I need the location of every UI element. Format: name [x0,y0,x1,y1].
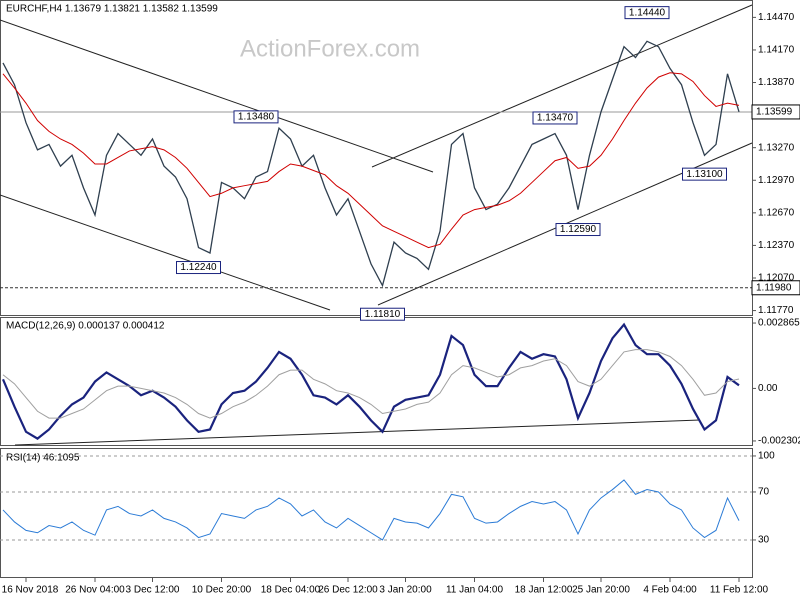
annotation-label: 1.12590 [560,224,597,235]
trend-line [0,194,331,311]
line [1,322,740,440]
y-tick-label: 1.11770 [758,305,794,316]
x-tick-label: 10 Dec 20:00 [192,585,252,596]
annotation-box [532,111,578,125]
x-tick-label: 3 Jan 20:00 [379,585,432,596]
y-tick-label: 1.12670 [758,207,795,218]
x-tick-label: 26 Dec 12:00 [318,585,378,596]
rsi-panel [0,448,753,578]
annotation-box [176,261,221,275]
y-tick-label: 30 [758,535,770,546]
rsi-title: RSI(14) 46.1095 [6,453,80,464]
y-tick-label: 1.13270 [758,142,795,153]
x-tick-label: 26 Nov 04:00 [65,585,125,596]
x-tick-label: 18 Jan 12:00 [515,585,573,596]
x-tick-label: 16 Nov 2018 [2,585,59,596]
line [2,72,740,249]
line [2,40,740,288]
price-box-label: 1.11980 [756,282,792,293]
y-tick-label: 100 [758,451,775,462]
y-tick-label: 70 [758,487,770,498]
x-tick-label: 4 Feb 04:00 [643,585,697,596]
annotation-label: 1.13470 [537,113,574,124]
annotation-box [682,167,727,181]
y-tick-label: 0.00 [758,383,778,394]
annotation-box [233,110,279,124]
line [2,349,740,419]
trend-line [0,19,434,173]
annotation-box [555,223,601,237]
macd-title: MACD(12,26,9) 0.000137 0.000412 [6,321,165,332]
line [2,479,740,541]
trend-line [371,4,753,168]
annotation-label: 1.14440 [629,7,666,18]
annotation-box [624,6,670,20]
price-box [751,280,800,296]
y-tick-label: 0.002865 [758,318,800,329]
watermark: ActionForex.com [240,35,420,62]
trend-line [14,419,701,446]
price-box [751,104,800,120]
price-box-label: 1.13599 [756,107,793,118]
x-tick-label: 11 Feb 12:00 [710,585,769,596]
annotation-label: 1.13480 [238,112,275,123]
x-tick-label: 18 Dec 04:00 [261,585,321,596]
annotation-label: 1.12240 [180,262,217,273]
y-tick-label: 1.12070 [758,273,795,284]
annotation-label: 1.11810 [365,309,401,320]
x-tick-label: 11 Jan 04:00 [446,585,504,596]
chart-title: EURCHF,H4 1.13679 1.13821 1.13582 1.1359… [6,4,218,15]
y-tick-label: -0.002302 [758,436,800,447]
x-tick-label: 3 Dec 12:00 [126,585,180,596]
y-tick-label: 1.14170 [758,45,795,56]
y-tick-label: 1.12370 [758,240,795,251]
y-tick-label: 1.14470 [758,12,795,23]
y-tick-label: 1.13870 [758,77,795,88]
annotation-label: 1.13100 [686,169,723,180]
annotation-box [360,307,405,321]
y-tick-label: 1.12970 [758,175,795,186]
x-tick-label: 25 Jan 20:00 [572,585,630,596]
